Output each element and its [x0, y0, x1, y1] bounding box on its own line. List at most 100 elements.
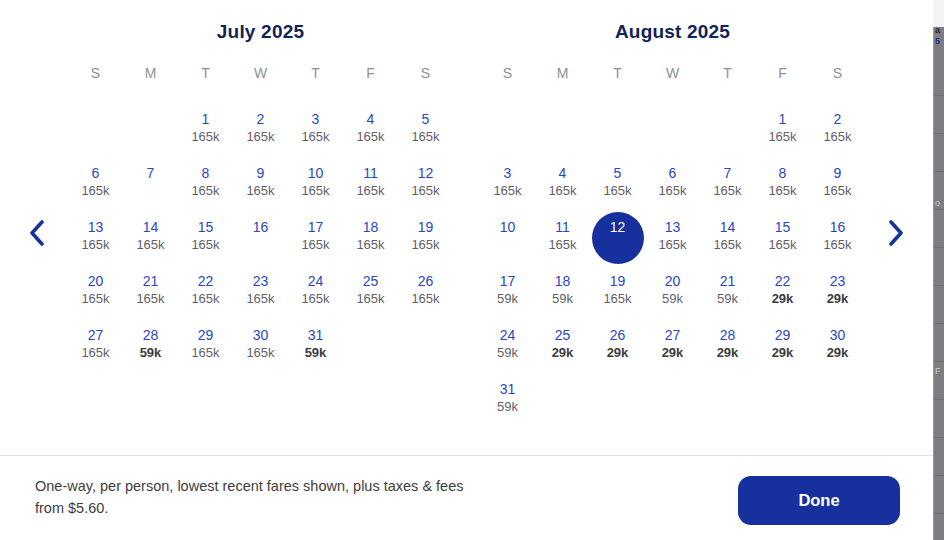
day-number: 17	[480, 272, 535, 290]
calendar-day-cell[interactable]: 2729k	[645, 312, 700, 366]
day-number: 11	[535, 218, 590, 236]
calendar-day-cell[interactable]: 19165k	[398, 204, 453, 258]
calendar-day-cell[interactable]: 2165k	[810, 96, 865, 150]
calendar-day-cell[interactable]: 14165k	[700, 204, 755, 258]
calendar-day-cell[interactable]: 2165k	[233, 96, 288, 150]
calendar-day-cell[interactable]: 5165k	[398, 96, 453, 150]
fare-label: 165k	[343, 236, 398, 253]
calendar-day-cell[interactable]: 25165k	[343, 258, 398, 312]
calendar-day-cell[interactable]: 1759k	[480, 258, 535, 312]
weekday-label: T	[700, 64, 755, 82]
calendar-day-cell[interactable]: 2159k	[700, 258, 755, 312]
calendar-day-cell[interactable]: 15165k	[178, 204, 233, 258]
calendar-empty-cell	[700, 96, 755, 150]
calendar-day-cell[interactable]: 11165k	[343, 150, 398, 204]
calendar-day-cell[interactable]: 22165k	[178, 258, 233, 312]
calendar-day-cell[interactable]: 19165k	[590, 258, 645, 312]
calendar-day-cell[interactable]: 1165k	[178, 96, 233, 150]
calendar-day-cell[interactable]: 4165k	[343, 96, 398, 150]
calendar-day-cell[interactable]: 23165k	[233, 258, 288, 312]
calendar-day-cell[interactable]: 24165k	[288, 258, 343, 312]
calendar-day-cell[interactable]: 6165k	[68, 150, 123, 204]
calendar-day-cell[interactable]: 18165k	[343, 204, 398, 258]
calendar-day-cell[interactable]: 4165k	[535, 150, 590, 204]
fare-label: 59k	[480, 290, 535, 307]
day-number: 12	[590, 218, 645, 236]
calendar-day-cell[interactable]: 2229k	[755, 258, 810, 312]
fare-label: 165k	[645, 182, 700, 199]
calendar-day-cell[interactable]: 11165k	[535, 204, 590, 258]
fare-label: 29k	[755, 344, 810, 361]
day-number: 6	[68, 164, 123, 182]
calendar-day-cell[interactable]: 1859k	[535, 258, 590, 312]
day-number: 20	[68, 272, 123, 290]
calendar-day-cell[interactable]: 9165k	[810, 150, 865, 204]
calendar-day-cell[interactable]: 7165k	[700, 150, 755, 204]
fare-label: 165k	[700, 236, 755, 253]
calendar-day-cell[interactable]: 3165k	[288, 96, 343, 150]
calendar-day-cell[interactable]: 13165k	[645, 204, 700, 258]
calendar-day-cell[interactable]: 3029k	[810, 312, 865, 366]
calendar-day-cell[interactable]: 3159k	[480, 366, 535, 420]
calendar-day-cell[interactable]: 10165k	[288, 150, 343, 204]
fare-label: 165k	[535, 182, 590, 199]
fare-label: 165k	[288, 182, 343, 199]
day-number: 14	[123, 218, 178, 236]
fare-label: 165k	[343, 290, 398, 307]
fare-label: 59k	[480, 344, 535, 361]
calendar-day-cell[interactable]: 2459k	[480, 312, 535, 366]
day-number: 2	[810, 110, 865, 128]
fare-calendar-modal: July 2025 SMTWTFS 1165k2165k3165k4165k51…	[0, 0, 944, 540]
next-month-button[interactable]	[883, 218, 909, 250]
calendar-day-cell[interactable]: 6165k	[645, 150, 700, 204]
calendar-day-cell[interactable]: 30165k	[233, 312, 288, 366]
calendar-day-cell[interactable]: 21165k	[123, 258, 178, 312]
calendar-day-cell[interactable]: 2529k	[535, 312, 590, 366]
day-number: 21	[700, 272, 755, 290]
day-number: 22	[755, 272, 810, 290]
calendar-day-cell[interactable]: 3159k	[288, 312, 343, 366]
calendar-day-cell[interactable]: 2329k	[810, 258, 865, 312]
calendar-day-cell[interactable]: 8165k	[178, 150, 233, 204]
calendar-day-cell[interactable]: 16165k	[810, 204, 865, 258]
previous-month-button[interactable]	[24, 218, 50, 250]
calendar-day-cell[interactable]: 26165k	[398, 258, 453, 312]
calendar-day-cell[interactable]: 2829k	[700, 312, 755, 366]
footer-divider	[0, 455, 933, 456]
fare-label: 29k	[535, 344, 590, 361]
calendar-day-cell[interactable]: 12165k	[398, 150, 453, 204]
calendar-day-cell[interactable]: 12	[590, 204, 645, 258]
fare-label: 165k	[645, 236, 700, 253]
calendar-day-cell[interactable]: 29165k	[178, 312, 233, 366]
calendar-day-cell[interactable]: 17165k	[288, 204, 343, 258]
fare-label: 59k	[288, 344, 343, 361]
done-button[interactable]: Done	[738, 476, 900, 525]
fare-label: 59k	[645, 290, 700, 307]
calendar-day-cell[interactable]: 13165k	[68, 204, 123, 258]
calendar-day-cell[interactable]: 3165k	[480, 150, 535, 204]
calendar-empty-cell	[343, 312, 398, 366]
calendar-day-cell[interactable]: 2629k	[590, 312, 645, 366]
calendar-day-cell[interactable]: 27165k	[68, 312, 123, 366]
calendar-day-cell[interactable]: 8165k	[755, 150, 810, 204]
calendar-day-cell[interactable]: 2859k	[123, 312, 178, 366]
fare-label: 165k	[755, 128, 810, 145]
calendar-day-cell[interactable]: 2929k	[755, 312, 810, 366]
calendar-day-cell[interactable]: 5165k	[590, 150, 645, 204]
calendar-empty-cell	[755, 366, 810, 420]
calendar-day-cell[interactable]: 15165k	[755, 204, 810, 258]
day-number: 30	[233, 326, 288, 344]
calendar-day-cell[interactable]: 7	[123, 150, 178, 204]
day-number: 13	[68, 218, 123, 236]
day-number: 4	[535, 164, 590, 182]
calendar-day-cell[interactable]: 14165k	[123, 204, 178, 258]
calendar-day-cell[interactable]: 16	[233, 204, 288, 258]
fare-label: 165k	[288, 128, 343, 145]
calendar-day-cell[interactable]: 20165k	[68, 258, 123, 312]
calendar-day-cell[interactable]: 2059k	[645, 258, 700, 312]
day-number: 7	[700, 164, 755, 182]
calendar-day-cell[interactable]: 10	[480, 204, 535, 258]
calendar-empty-cell	[535, 96, 590, 150]
calendar-day-cell[interactable]: 1165k	[755, 96, 810, 150]
calendar-day-cell[interactable]: 9165k	[233, 150, 288, 204]
